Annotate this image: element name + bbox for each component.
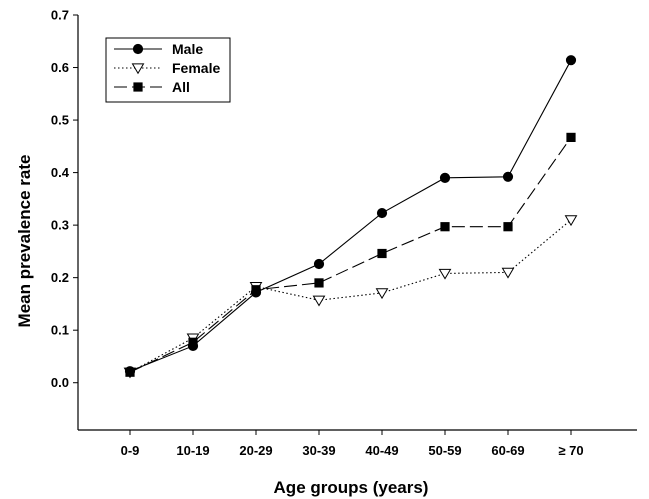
- x-tick-label: 50-59: [428, 443, 461, 458]
- data-point: [503, 222, 513, 232]
- legend-label: Female: [172, 60, 220, 76]
- data-point: [440, 222, 450, 232]
- series-layer: [123, 55, 578, 379]
- data-point: [375, 288, 389, 300]
- data-point: [250, 287, 262, 298]
- series-male: [124, 55, 577, 377]
- legend-item-all: All: [114, 79, 190, 95]
- legend-item-female: Female: [114, 60, 220, 76]
- legend: Male Female All: [105, 37, 231, 103]
- y-tick-label: 0.7: [51, 8, 69, 23]
- data-point: [564, 215, 578, 227]
- data-point: [565, 55, 577, 66]
- legend-marker: [131, 63, 145, 75]
- legend-item-male: Male: [114, 41, 203, 57]
- x-tick-label: 30-39: [302, 443, 335, 458]
- y-tick-label: 0.2: [51, 270, 69, 285]
- y-tick-label: 0.5: [51, 113, 69, 128]
- series-line: [129, 219, 572, 373]
- series-line: [129, 59, 572, 372]
- y-tick-label: 0.0: [51, 375, 69, 390]
- data-point: [439, 172, 451, 183]
- data-point: [187, 340, 199, 352]
- x-tick-label: 60-69: [491, 443, 524, 458]
- legend-marker: [133, 82, 143, 92]
- y-tick-label: 0.1: [51, 323, 69, 338]
- series-all: [125, 132, 576, 377]
- x-tick-label: 0-9: [121, 443, 140, 458]
- x-tick-label: 40-49: [365, 443, 398, 458]
- data-point: [502, 171, 514, 182]
- legend-label: All: [172, 79, 190, 95]
- data-point: [313, 258, 325, 270]
- y-tick-label: 0.3: [51, 218, 69, 233]
- axes: 0.0 0.1 0.2 0.3 0.4 0.5 0.6 0.7 0-9 10-19 20-29 30-…: [51, 8, 637, 458]
- y-tick-label: 0.4: [51, 165, 70, 180]
- y-axis-title: Mean prevalence rate: [15, 155, 34, 328]
- legend-label: Male: [172, 41, 203, 57]
- series-line: [129, 137, 572, 373]
- x-axis-title: Age groups (years): [274, 478, 429, 497]
- legend-marker: [132, 43, 144, 55]
- x-tick-label: 10-19: [176, 443, 209, 458]
- x-tick-label: 20-29: [239, 443, 272, 458]
- data-point: [377, 248, 387, 259]
- data-point: [376, 207, 388, 219]
- data-point: [438, 268, 452, 280]
- series-female: [123, 215, 578, 379]
- y-tick-label: 0.6: [51, 60, 69, 75]
- data-point: [566, 132, 576, 142]
- data-point: [501, 267, 515, 279]
- data-point: [314, 278, 324, 288]
- x-tick-label: ≥ 70: [558, 443, 583, 458]
- data-point: [312, 295, 326, 307]
- data-point: [124, 366, 136, 377]
